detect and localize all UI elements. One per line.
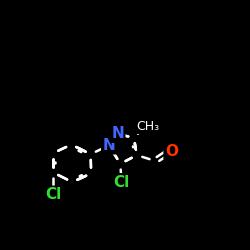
Text: N: N — [111, 126, 124, 142]
Text: CH₃: CH₃ — [136, 120, 159, 133]
Text: Cl: Cl — [113, 174, 130, 190]
Text: Cl: Cl — [45, 187, 61, 202]
Text: O: O — [165, 144, 178, 159]
Text: N: N — [102, 138, 115, 153]
